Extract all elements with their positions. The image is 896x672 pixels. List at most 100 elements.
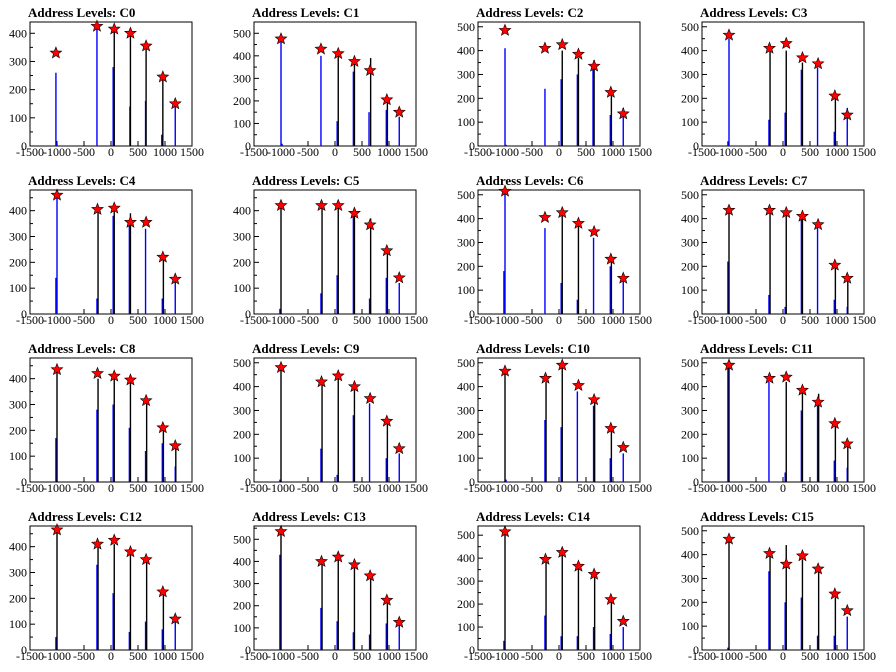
y-tick-label: 0 [693, 307, 699, 321]
panel-title: Address Levels: C7 [700, 173, 808, 188]
peak-marker [840, 437, 854, 450]
x-tick-label: 1000 [601, 145, 625, 159]
y-tick-label: 200 [681, 595, 699, 609]
peak-marker [363, 568, 377, 582]
x-tick-label: -1000 [491, 145, 519, 159]
y-tick-label: 500 [457, 20, 475, 34]
x-tick-label: -1500 [688, 481, 716, 495]
x-tick-label: 1000 [377, 313, 401, 327]
peak-marker [331, 46, 345, 60]
histogram-panel: 0 100 200 300 400 500 -1500 -1000 -500 0 500 1000 15… [448, 504, 672, 672]
peak-marker [156, 585, 170, 598]
x-tick-label: 0 [780, 145, 786, 159]
x-tick-label: -1500 [240, 145, 268, 159]
y-tick-label: 100 [233, 451, 251, 465]
peak-marker [763, 371, 776, 384]
x-tick-label: -1500 [16, 649, 44, 663]
y-tick-label: 400 [681, 44, 699, 58]
y-tick-label: 100 [9, 449, 27, 463]
x-tick-label: 500 [577, 145, 595, 159]
x-tick-label: -1000 [715, 313, 743, 327]
y-tick-label: 100 [681, 451, 699, 465]
panel-title: Address Levels: C13 [252, 509, 366, 524]
histogram-plot: 0 100 200 300 400 500 -1500 -1000 -500 0 500 1000 15… [681, 356, 876, 495]
histogram-plot: 0 100 200 300 400 500 -1500 -1000 -500 0 500 1000 15… [457, 524, 652, 663]
y-tick-label: 0 [693, 475, 699, 489]
y-tick-label: 100 [681, 619, 699, 633]
histogram-plot: 0 100 200 300 400 500 -1500 -1000 -500 0 500 1000 15… [233, 21, 428, 159]
histogram-panel: 0 100 200 300 400 500 -1500 -1000 -500 0 500 1000 15… [448, 0, 672, 168]
y-tick-label: 400 [233, 49, 251, 63]
y-tick-label: 500 [233, 532, 251, 546]
y-tick-label: 100 [9, 111, 27, 125]
histogram-plot: 0 100 200 300 400 500 -1500 -1000 -500 0 500 1000 15… [233, 356, 428, 495]
peak-marker [840, 603, 854, 617]
peak-marker [555, 358, 569, 371]
x-tick-label: 1500 [180, 145, 204, 159]
x-tick-label: -1500 [240, 649, 268, 663]
x-tick-label: -1000 [267, 313, 295, 327]
y-tick-label: 500 [233, 356, 251, 370]
peak-marker [107, 533, 121, 546]
peak-marker [139, 215, 153, 228]
peak-marker [380, 414, 394, 427]
x-tick-label: 1000 [601, 313, 625, 327]
histogram-plot: 0 100 200 300 400 500 -1500 -1000 -500 0 500 1000 15… [457, 184, 652, 327]
peak-marker [811, 217, 825, 231]
peak-marker [840, 271, 854, 284]
peak-marker [50, 523, 64, 536]
x-tick-label: -500 [73, 145, 95, 159]
x-tick-label: -1500 [16, 145, 44, 159]
plot-frame [477, 525, 641, 651]
x-tick-label: -1000 [43, 481, 71, 495]
plot-frame [477, 189, 641, 315]
histogram-panel: 0 100 200 300 400 500 -1500 -1000 -500 0 500 1000 15… [672, 0, 896, 168]
x-tick-label: 1500 [404, 481, 428, 495]
panel-title: Address Levels: C6 [476, 173, 584, 188]
peak-marker [587, 567, 601, 580]
y-tick-label: 400 [457, 44, 475, 58]
peak-marker [587, 392, 601, 406]
histogram-plot: 0 100 200 300 400 500 -1500 -1000 -500 0 500 1000 15… [233, 524, 428, 663]
y-tick-label: 0 [469, 307, 475, 321]
histogram-panel: 0 100 200 300 400 500 -1500 -1000 -500 0 500 1000 15… [672, 504, 896, 672]
y-tick-label: 400 [681, 212, 699, 226]
histogram-panel: 0 100 200 300 400 -1500 -1000 -500 0 500 1000 1500 A… [0, 504, 224, 672]
peak-marker [139, 39, 153, 52]
peak-marker [779, 36, 793, 49]
peak-marker [392, 271, 406, 284]
y-tick-label: 400 [681, 380, 699, 394]
y-tick-label: 0 [245, 307, 251, 321]
peak-marker [498, 524, 512, 538]
x-tick-label: -500 [73, 313, 95, 327]
x-tick-label: -1000 [715, 481, 743, 495]
peak-marker [722, 28, 736, 41]
x-tick-label: 1500 [404, 649, 428, 663]
x-tick-label: 500 [577, 313, 595, 327]
peak-marker [274, 198, 288, 212]
y-tick-label: 0 [693, 139, 699, 153]
x-tick-label: 1500 [628, 145, 652, 159]
y-tick-label: 300 [9, 398, 27, 412]
y-tick-label: 200 [457, 427, 475, 441]
peak-marker [91, 366, 104, 380]
peak-marker [139, 393, 153, 407]
y-tick-label: 0 [693, 643, 699, 657]
y-tick-label: 300 [681, 403, 699, 417]
peak-marker [604, 592, 618, 606]
peak-marker [811, 56, 825, 70]
y-tick-label: 100 [681, 283, 699, 297]
peak-marker [380, 243, 394, 257]
peak-marker [123, 26, 137, 39]
y-tick-label: 0 [469, 475, 475, 489]
x-tick-label: 500 [129, 313, 147, 327]
y-tick-label: 100 [233, 116, 251, 130]
x-tick-label: -500 [297, 313, 319, 327]
x-tick-label: 1500 [180, 313, 204, 327]
x-tick-label: -1500 [688, 313, 716, 327]
x-tick-label: 1500 [628, 313, 652, 327]
peak-marker [331, 550, 345, 563]
x-tick-label: -1000 [491, 481, 519, 495]
x-tick-label: 1500 [628, 481, 652, 495]
x-tick-label: 500 [129, 481, 147, 495]
